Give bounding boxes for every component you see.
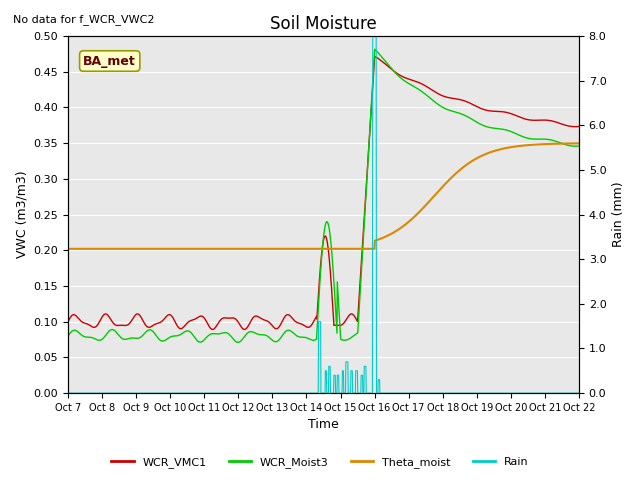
WCR_Moist3 bbox=[575, 143, 583, 149]
Rain bbox=[292, 390, 300, 396]
Line: WCR_Moist3: WCR_Moist3 bbox=[68, 49, 579, 342]
Theta_moist bbox=[104, 246, 111, 252]
WCR_Moist3 bbox=[292, 332, 300, 338]
WCR_VMC1 bbox=[64, 319, 72, 324]
X-axis label: Time: Time bbox=[308, 419, 339, 432]
WCR_VMC1 bbox=[125, 322, 132, 327]
Rain bbox=[281, 390, 289, 396]
Theta_moist bbox=[292, 246, 300, 252]
Theta_moist bbox=[125, 246, 132, 252]
Legend: WCR_VMC1, WCR_Moist3, Theta_moist, Rain: WCR_VMC1, WCR_Moist3, Theta_moist, Rain bbox=[107, 452, 533, 472]
WCR_Moist3 bbox=[282, 329, 289, 335]
Text: BA_met: BA_met bbox=[83, 55, 136, 68]
Text: No data for f_WCR_VWC2: No data for f_WCR_VWC2 bbox=[13, 14, 154, 25]
WCR_Moist3 bbox=[355, 307, 363, 313]
Y-axis label: VWC (m3/m3): VWC (m3/m3) bbox=[15, 171, 28, 258]
Rain bbox=[64, 390, 72, 396]
WCR_VMC1 bbox=[209, 326, 216, 332]
Rain bbox=[104, 390, 111, 396]
WCR_Moist3 bbox=[371, 47, 379, 52]
Theta_moist bbox=[301, 246, 308, 252]
WCR_VMC1 bbox=[282, 313, 289, 319]
WCR_VMC1 bbox=[355, 295, 363, 300]
Theta_moist bbox=[575, 141, 583, 146]
WCR_VMC1 bbox=[575, 124, 583, 130]
Rain bbox=[369, 33, 376, 39]
Rain bbox=[125, 390, 132, 396]
WCR_VMC1 bbox=[371, 53, 379, 59]
WCR_Moist3 bbox=[125, 336, 132, 342]
Theta_moist bbox=[64, 246, 72, 252]
Theta_moist bbox=[355, 246, 363, 252]
Rain bbox=[575, 390, 583, 396]
Rain bbox=[355, 390, 363, 396]
WCR_VMC1 bbox=[292, 319, 300, 324]
WCR_Moist3 bbox=[104, 330, 111, 336]
WCR_Moist3 bbox=[301, 335, 308, 340]
Line: Rain: Rain bbox=[68, 36, 579, 393]
WCR_Moist3 bbox=[234, 339, 242, 345]
WCR_Moist3 bbox=[64, 333, 72, 339]
Theta_moist bbox=[281, 246, 289, 252]
Line: Theta_moist: Theta_moist bbox=[68, 144, 579, 249]
WCR_VMC1 bbox=[104, 312, 111, 318]
Title: Soil Moisture: Soil Moisture bbox=[270, 15, 377, 33]
Y-axis label: Rain (mm): Rain (mm) bbox=[612, 182, 625, 247]
WCR_VMC1 bbox=[301, 323, 308, 329]
Rain bbox=[301, 390, 308, 396]
Line: WCR_VMC1: WCR_VMC1 bbox=[68, 56, 579, 329]
